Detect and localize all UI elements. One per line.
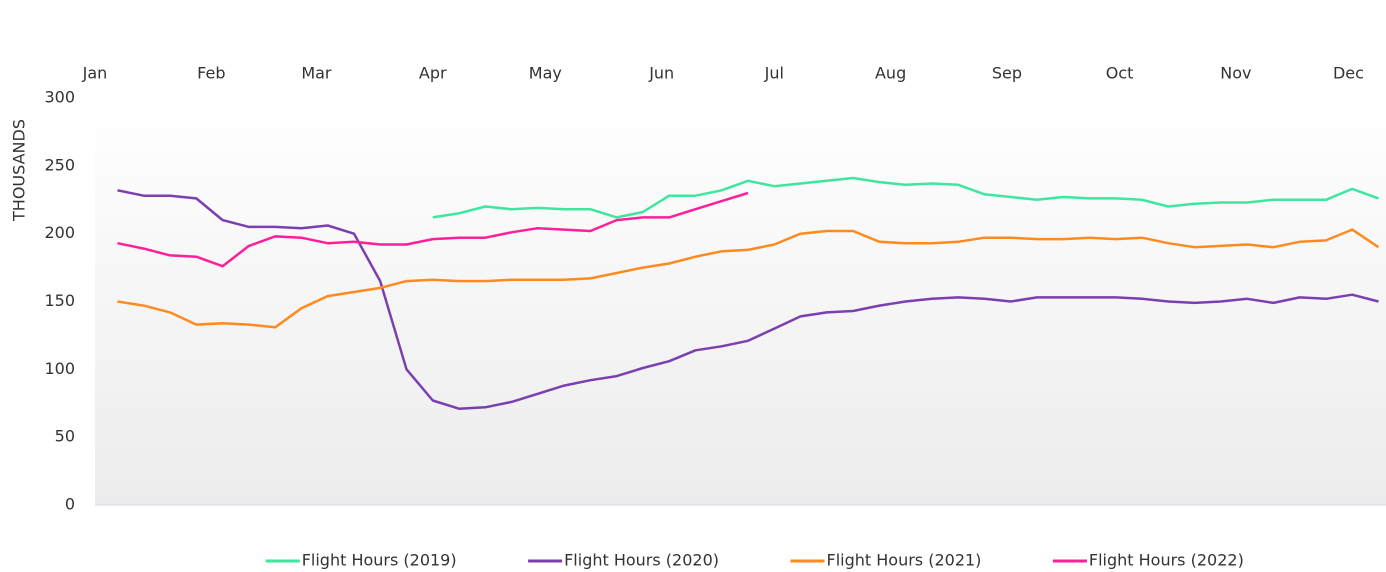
- x-tick-label: Dec: [1333, 64, 1364, 83]
- y-tick-label: 50: [55, 427, 75, 446]
- x-tick-label: Oct: [1106, 64, 1134, 83]
- y-tick-label: 250: [44, 155, 75, 174]
- x-tick-label: Jun: [648, 64, 674, 83]
- x-tick-label: Apr: [419, 64, 447, 83]
- series-line: [117, 228, 1380, 329]
- legend-label: Flight Hours (2019): [302, 551, 457, 570]
- x-tick-label: Feb: [197, 64, 225, 83]
- series-line: [117, 191, 749, 268]
- x-tick-label: Nov: [1220, 64, 1251, 83]
- y-tick-label: 200: [44, 223, 75, 242]
- legend-label: Flight Hours (2021): [827, 551, 982, 570]
- y-axis-label: THOUSANDS: [10, 119, 29, 222]
- x-tick-label: Aug: [875, 64, 906, 83]
- series-line: [432, 176, 1379, 219]
- legend-label: Flight Hours (2022): [1089, 551, 1244, 570]
- series-line: [117, 189, 1379, 410]
- legend-label: Flight Hours (2020): [564, 551, 719, 570]
- x-tick-label: May: [529, 64, 562, 83]
- y-tick-label: 300: [44, 88, 75, 107]
- x-tick-label: Jan: [82, 64, 108, 83]
- y-tick-label: 100: [44, 359, 75, 378]
- x-tick-label: Mar: [301, 64, 332, 83]
- plot-background: [95, 98, 1386, 505]
- y-tick-label: 150: [44, 291, 75, 310]
- y-tick-label: 0: [65, 495, 75, 514]
- x-tick-label: Jul: [764, 64, 784, 83]
- x-tick-label: Sep: [992, 64, 1022, 83]
